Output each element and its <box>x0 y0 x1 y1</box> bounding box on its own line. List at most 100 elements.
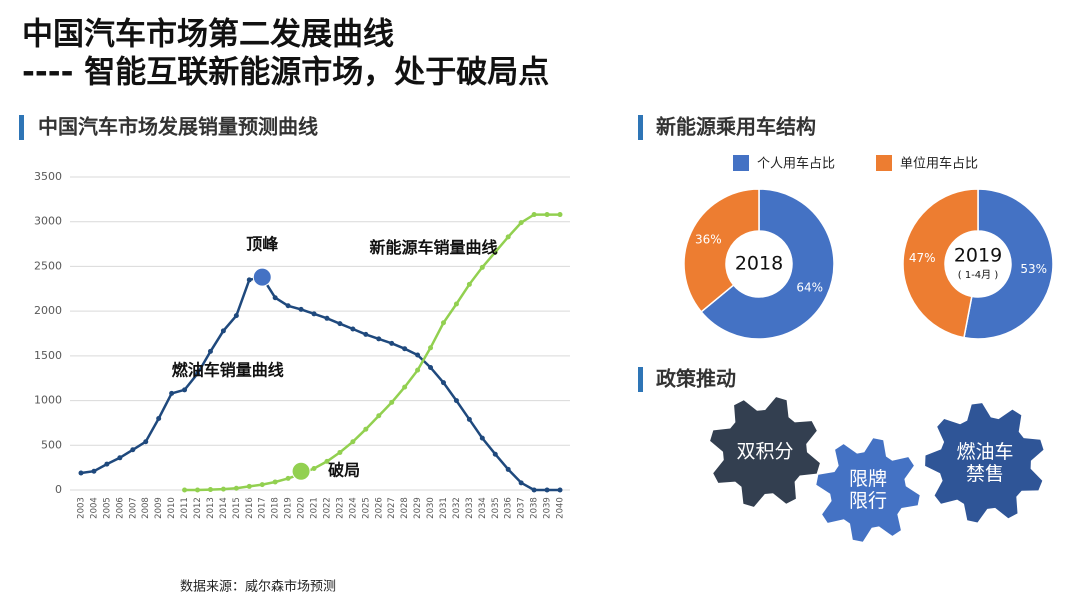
data-point <box>246 483 252 489</box>
title-line: 中国汽车市场第二发展曲线 <box>22 17 394 53</box>
title-line: ---- 智能互联新能源市场，处于破局点 <box>22 55 549 91</box>
gear <box>710 397 820 507</box>
data-point <box>337 321 343 327</box>
legend-swatch <box>733 155 749 171</box>
x-tick-label: 2039 <box>543 497 553 519</box>
data-point <box>415 367 421 373</box>
data-point <box>428 364 434 370</box>
y-tick-label: 0 <box>55 483 62 496</box>
annotation-label: 破局 <box>328 461 360 480</box>
data-point <box>453 301 459 307</box>
data-point <box>415 352 421 358</box>
data-point <box>195 371 201 377</box>
x-tick-label: 2030 <box>426 497 436 519</box>
section-bar <box>19 115 24 140</box>
x-tick-label: 2038 <box>530 497 540 519</box>
data-point <box>311 466 317 472</box>
annotation-marker <box>291 461 311 481</box>
x-tick-label: 2005 <box>102 497 112 519</box>
data-point <box>311 311 317 317</box>
x-tick-label: 2013 <box>206 497 216 519</box>
data-point <box>350 439 356 445</box>
data-point <box>156 415 162 421</box>
data-point <box>492 249 498 255</box>
data-point <box>363 331 369 337</box>
data-point <box>182 487 188 493</box>
data-point <box>207 487 213 493</box>
center-label: 2019 <box>954 245 1002 267</box>
section-bar <box>638 367 643 392</box>
data-point <box>182 387 188 393</box>
data-point <box>195 487 201 493</box>
data-point <box>376 336 382 342</box>
x-tick-label: 2032 <box>452 497 462 519</box>
data-point <box>259 482 265 488</box>
section-title: 中国汽车市场发展销量预测曲线 <box>38 115 318 139</box>
gear-label: 燃油车禁售 <box>956 441 1013 485</box>
data-point <box>272 479 278 485</box>
y-tick-label: 2500 <box>34 259 62 272</box>
data-point <box>350 326 356 332</box>
data-point <box>337 449 343 455</box>
annotation-label: 顶峰 <box>246 235 279 254</box>
x-tick-label: 2010 <box>167 497 177 519</box>
data-point <box>78 470 84 476</box>
gear <box>816 438 920 542</box>
x-tick-label: 2034 <box>478 497 488 519</box>
center-sublabel: ( 1-4月 ) <box>958 269 999 281</box>
x-tick-label: 2024 <box>348 497 358 519</box>
data-point <box>363 426 369 432</box>
x-tick-label: 2026 <box>374 497 384 519</box>
data-point <box>479 264 485 270</box>
donut-segment <box>700 188 835 340</box>
y-tick-label: 1000 <box>34 394 62 407</box>
data-point <box>505 234 511 240</box>
y-tick-label: 1500 <box>34 349 62 362</box>
data-point <box>272 295 278 301</box>
data-point <box>402 384 408 390</box>
data-point <box>557 212 563 218</box>
x-tick-label: 2008 <box>141 497 151 519</box>
x-tick-label: 2023 <box>335 497 345 519</box>
source-note: 数据来源：威尔森市场预测 <box>180 579 336 595</box>
x-tick-label: 2020 <box>297 497 307 519</box>
series-label: 燃油车销量曲线 <box>172 361 284 380</box>
x-tick-label: 2016 <box>245 497 255 519</box>
data-point <box>505 466 511 472</box>
legend-swatch <box>876 155 892 171</box>
donut-segment <box>683 188 760 313</box>
data-point <box>324 458 330 464</box>
data-point <box>402 346 408 352</box>
x-tick-label: 2040 <box>556 497 566 519</box>
data-point <box>91 468 97 474</box>
data-point <box>104 461 110 467</box>
data-point <box>466 416 472 422</box>
x-tick-label: 2018 <box>271 497 281 519</box>
data-point <box>143 439 149 445</box>
x-tick-label: 2019 <box>284 497 294 519</box>
data-point <box>130 447 136 453</box>
series-label: 新能源车销量曲线 <box>369 238 497 257</box>
x-tick-label: 2027 <box>387 497 397 519</box>
data-point <box>531 487 537 493</box>
section-title: 政策推动 <box>656 367 736 391</box>
data-point <box>220 328 226 334</box>
value-label: 64% <box>796 280 823 294</box>
data-point <box>544 487 550 493</box>
data-point <box>440 380 446 386</box>
center-label: 2018 <box>735 253 783 275</box>
data-point <box>220 486 226 492</box>
x-tick-label: 2037 <box>517 497 527 519</box>
y-tick-label: 3000 <box>34 215 62 228</box>
data-point <box>169 390 175 396</box>
x-tick-label: 2003 <box>77 497 87 519</box>
data-point <box>531 212 537 218</box>
x-tick-label: 2017 <box>258 497 268 519</box>
series-line <box>80 275 560 492</box>
x-tick-label: 2035 <box>491 497 501 519</box>
x-tick-label: 2007 <box>128 497 138 519</box>
gear-label: 限牌限行 <box>849 468 887 512</box>
data-point <box>518 220 524 226</box>
x-tick-label: 2021 <box>310 497 320 519</box>
